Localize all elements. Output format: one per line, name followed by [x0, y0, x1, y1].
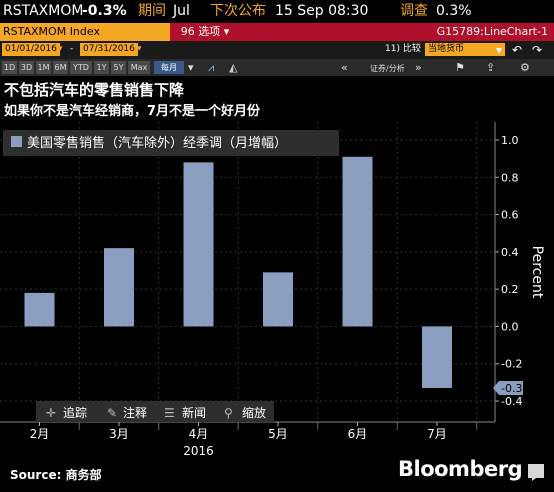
- bar-2: [24, 292, 55, 327]
- chart-legend: 美国零售销售（汽车除外）经季调（月增幅）: [3, 130, 339, 156]
- zoom-icon[interactable]: ⚲: [224, 406, 233, 420]
- compare-label: 11) 比较: [385, 44, 421, 54]
- range-1d-button[interactable]: 1D: [2, 61, 17, 74]
- y-tick-label: -0.2: [501, 358, 522, 371]
- y-tick-label: 0.6: [501, 209, 519, 222]
- ticker-bar: RSTAXMOM -0.3% 期间 Jul 下次公布 15 Sep 08:30 …: [0, 0, 554, 23]
- chevron-down-icon[interactable]: ▾: [496, 43, 503, 57]
- range-ytd-button[interactable]: YTD: [70, 61, 92, 74]
- line-chart-icon[interactable]: ⩘: [208, 61, 215, 74]
- chevron-down-icon: ▾: [223, 25, 230, 38]
- bar-7: [422, 326, 452, 388]
- range-toolbar: 1D 3D 1M 6M YTD 1Y 5Y Max 每月 ▾ ⩘ ◭ « 证券/…: [0, 59, 554, 76]
- options-key: 96: [180, 25, 195, 38]
- chart-tools: ✛ 追踪 ✎ 注释 ☰ 新闻 ⚲ 缩放: [36, 401, 274, 422]
- next-release-value: 15 Sep 08:30: [275, 3, 369, 19]
- chart-grid: [0, 122, 495, 422]
- last-value-shape: [493, 380, 523, 395]
- ticker-symbol: RSTAXMOM: [3, 3, 84, 19]
- bar-5: [263, 272, 293, 327]
- redo-icon[interactable]: ↷: [532, 43, 543, 57]
- range-1y-button[interactable]: 1Y: [94, 61, 109, 74]
- next-release-label: 下次公布: [210, 3, 266, 19]
- y-tick-label: -0.4: [501, 395, 522, 408]
- security-bar: RSTAXMOM Index 96 选项 ▾ G15789:LineChart-…: [0, 23, 554, 41]
- annotate-button[interactable]: 注释: [123, 405, 147, 420]
- frequency-select[interactable]: 每月: [154, 61, 184, 74]
- bar-3: [104, 248, 134, 327]
- y-axis: 1.0 0.8 0.6 0.4 0.2 0.0 -0.2 -0.4-0.3: [493, 122, 523, 422]
- calendar-icon[interactable]: ▾: [137, 44, 142, 54]
- corner-icon: [528, 464, 544, 481]
- settings-icon[interactable]: ⚙: [520, 61, 530, 74]
- bar-6: [342, 156, 373, 327]
- chart-title: 不包括汽车的零售销售下降: [4, 81, 185, 99]
- range-3d-button[interactable]: 3D: [19, 61, 34, 74]
- options-menu[interactable]: 96 选项 ▾: [170, 23, 240, 41]
- range-max-button[interactable]: Max: [128, 61, 150, 74]
- news-button[interactable]: 新闻: [182, 405, 206, 420]
- y-tick-label: 0.8: [501, 171, 519, 184]
- chart-subtitle: 如果你不是汽车经销商，7月不是一个好月份: [4, 104, 261, 119]
- security-analysis-button[interactable]: 证券/分析: [370, 64, 405, 73]
- y-tick-label: 0.4: [501, 246, 519, 259]
- x-axis-area: [0, 422, 554, 462]
- bar-4: [183, 162, 214, 327]
- last-value-tag: -0.3: [493, 380, 523, 395]
- track-button[interactable]: 追踪: [63, 405, 87, 420]
- y-tick-label: 0.0: [501, 320, 519, 333]
- currency-select[interactable]: 当地货币: [425, 43, 505, 56]
- y-tick-label: 0.2: [501, 283, 519, 296]
- end-date-field[interactable]: 07/31/2016: [80, 43, 138, 56]
- mountain-chart-icon[interactable]: ◭: [229, 61, 238, 74]
- crosshair-icon[interactable]: ✛: [46, 406, 56, 420]
- x-tick-label: 7月: [427, 427, 447, 441]
- period-value: Jul: [173, 3, 190, 19]
- legend-label: 美国零售销售（汽车除外）经季调（月增幅）: [27, 135, 287, 151]
- news-icon[interactable]: ☰: [164, 406, 175, 420]
- x-tick-label: 6月: [348, 427, 368, 441]
- flag-icon[interactable]: ⚑: [455, 61, 465, 74]
- calendar-icon[interactable]: ▾: [58, 44, 63, 54]
- annotate-icon[interactable]: ✎: [107, 406, 117, 420]
- ticker-change: -0.3%: [82, 3, 127, 19]
- x-tick-label: 4月: [189, 427, 209, 441]
- range-1m-button[interactable]: 1M: [36, 61, 51, 74]
- period-label: 期间: [138, 3, 166, 19]
- options-label: 选项: [198, 25, 221, 38]
- bar-chart: 1.0 0.8 0.6 0.4 0.2 0.0 -0.2 -0.4-0.3 2月 3月 4月 5月 6…: [0, 122, 554, 462]
- range-6m-button[interactable]: 6M: [53, 61, 68, 74]
- chart-id: G15789:LineChart-1: [240, 23, 554, 41]
- chart-tools-box: [36, 401, 274, 422]
- x-year-label: 2016: [183, 444, 214, 458]
- undo-icon[interactable]: ↶: [512, 43, 523, 57]
- brand-logo: Bloomberg: [398, 457, 523, 481]
- zoom-button[interactable]: 缩放: [242, 405, 266, 420]
- legend-box: [3, 130, 339, 156]
- survey-value: 0.3%: [436, 3, 472, 19]
- chevron-down-icon[interactable]: ▾: [188, 61, 194, 74]
- export-icon[interactable]: ⇪: [486, 61, 496, 74]
- y-tick-label: 1.0: [501, 134, 519, 147]
- legend-swatch: [11, 136, 22, 147]
- source-note: Source: 商务部: [10, 468, 102, 482]
- date-bar: 01/01/2016 ▾ - 07/31/2016 ▾ 11) 比较 当地货币 …: [0, 41, 554, 59]
- double-chevron-right-icon[interactable]: »: [415, 61, 422, 74]
- start-date-field[interactable]: 01/01/2016: [2, 43, 60, 56]
- x-tick-label: 3月: [109, 427, 129, 441]
- x-axis: 2月 3月 4月 5月 6月 7月 2016: [0, 421, 554, 462]
- y-axis-label: Percent: [529, 246, 545, 299]
- range-5y-button[interactable]: 5Y: [111, 61, 126, 74]
- double-chevron-left-icon[interactable]: «: [341, 61, 348, 74]
- last-value-label: -0.3: [501, 382, 522, 395]
- survey-label: 调查: [400, 3, 428, 19]
- security-field[interactable]: RSTAXMOM Index: [0, 23, 170, 41]
- date-separator: -: [70, 44, 74, 54]
- x-tick-label: 2月: [30, 427, 50, 441]
- chart-bars: [24, 156, 452, 388]
- x-tick-label: 5月: [268, 427, 288, 441]
